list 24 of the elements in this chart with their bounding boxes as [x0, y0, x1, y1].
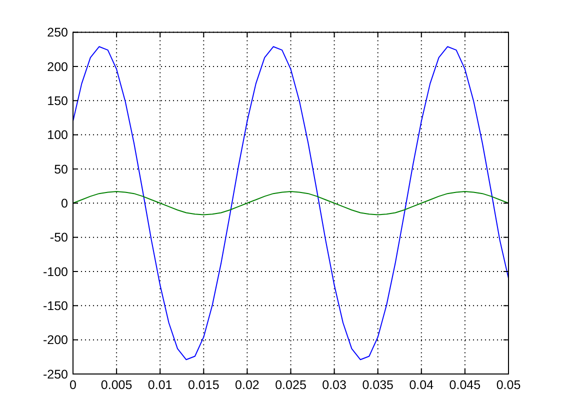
y-tick-label: -200	[42, 333, 68, 348]
x-tick-label: 0.005	[100, 378, 132, 392]
x-tick-label: 0.04	[409, 378, 434, 392]
y-tick-label: 100	[47, 128, 68, 142]
x-tick-label: 0.02	[235, 378, 260, 392]
x-tick-label: 0.03	[322, 378, 347, 392]
y-tick-label: -150	[42, 299, 68, 314]
y-tick-label: 250	[47, 26, 68, 40]
x-tick-label: 0.035	[362, 378, 394, 392]
y-tick-label: 0	[61, 196, 68, 211]
x-tick-label: 0.05	[496, 378, 521, 392]
x-tick-label: 0.015	[188, 378, 220, 392]
line-series	[72, 191, 509, 216]
x-tick-label: 0.01	[148, 378, 172, 392]
x-tick-label: 0.025	[275, 378, 306, 392]
y-tick-label: -100	[42, 264, 68, 279]
x-tick-label: 0	[70, 378, 77, 392]
y-tick-label: -50	[50, 230, 68, 245]
y-tick-label: 50	[54, 162, 68, 176]
x-tick-label: 0.045	[449, 378, 481, 392]
line-series	[72, 46, 509, 360]
y-tick-label: 150	[47, 94, 68, 108]
y-tick-label: 200	[47, 60, 68, 74]
y-tick-label: -250	[42, 367, 68, 382]
